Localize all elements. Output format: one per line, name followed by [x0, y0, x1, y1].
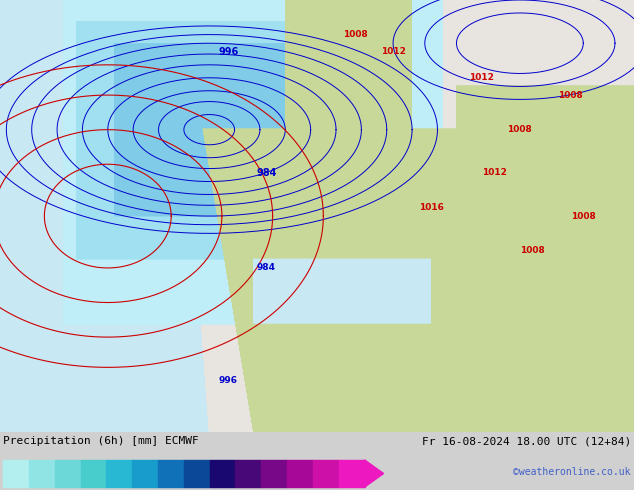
Bar	[107, 460, 133, 487]
Text: 1012: 1012	[380, 48, 406, 56]
Bar	[3, 460, 29, 487]
Bar	[158, 460, 184, 487]
Bar	[287, 460, 313, 487]
Bar	[55, 460, 81, 487]
Text: 984: 984	[257, 264, 276, 272]
Text: 1008: 1008	[558, 91, 583, 99]
Text: 1008: 1008	[507, 125, 533, 134]
Text: 996: 996	[219, 376, 238, 385]
Bar	[210, 460, 235, 487]
Text: 1012: 1012	[469, 74, 495, 82]
Text: 1008: 1008	[571, 212, 596, 220]
Bar	[81, 460, 107, 487]
Bar	[261, 460, 287, 487]
Bar	[29, 460, 55, 487]
Text: 1008: 1008	[520, 246, 545, 255]
Text: 996: 996	[218, 47, 238, 57]
Text: ©weatheronline.co.uk: ©weatheronline.co.uk	[514, 467, 631, 477]
Polygon shape	[365, 460, 384, 487]
Bar	[339, 460, 365, 487]
Text: 1016: 1016	[418, 203, 444, 212]
Text: Fr 16-08-2024 18.00 UTC (12+84): Fr 16-08-2024 18.00 UTC (12+84)	[422, 436, 631, 446]
Text: 1008: 1008	[342, 30, 368, 39]
Bar	[184, 460, 210, 487]
Bar	[235, 460, 261, 487]
Bar	[133, 460, 158, 487]
Text: Precipitation (6h) [mm] ECMWF: Precipitation (6h) [mm] ECMWF	[3, 436, 199, 446]
Bar	[313, 460, 339, 487]
Text: 984: 984	[256, 168, 276, 178]
Text: 1012: 1012	[482, 169, 507, 177]
